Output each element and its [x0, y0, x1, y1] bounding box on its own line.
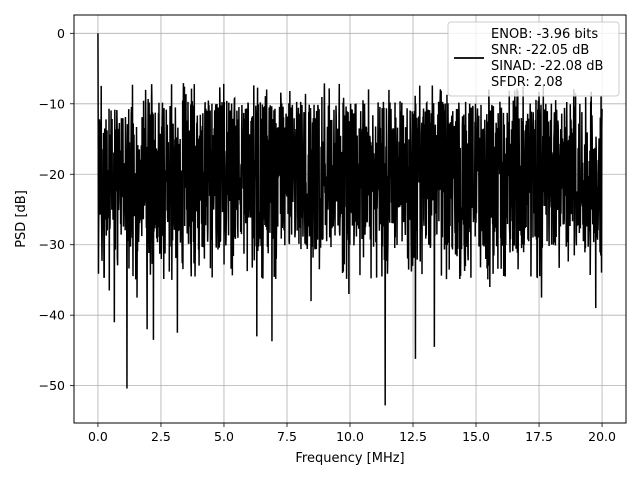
x-tick-label: 15.0	[462, 429, 490, 444]
x-tick-label: 0.0	[88, 429, 108, 444]
y-tick-label: 0	[57, 26, 65, 41]
x-tick-label: 7.5	[277, 429, 297, 444]
legend-box	[447, 21, 620, 97]
legend-line-sinad: SINAD: -22.08 dB	[491, 59, 603, 74]
x-tick-label: 12.5	[399, 429, 427, 444]
x-tick-label: 20.0	[588, 429, 616, 444]
y-axis-label: PSD [dB]	[14, 190, 29, 248]
x-tick-label: 2.5	[151, 429, 171, 444]
legend: ENOB: -3.96 bits SNR: -22.05 dB SINAD: -…	[447, 21, 620, 97]
x-axis-label: Frequency [MHz]	[295, 451, 404, 466]
y-tick-label: −30	[39, 237, 65, 252]
x-tick-label: 10.0	[336, 429, 364, 444]
x-tick-label: 17.5	[525, 429, 553, 444]
y-axis: 0 −10 −20 −30 −40 −50	[39, 26, 74, 393]
x-axis: 0.0 2.5 5.0 7.5 10.0 12.5 15.0 17.5 20.0	[88, 423, 616, 444]
y-tick-label: −20	[39, 167, 65, 182]
legend-line-enob: ENOB: -3.96 bits	[491, 27, 598, 42]
series-group	[97, 33, 603, 406]
y-tick-label: −50	[39, 378, 65, 393]
legend-line-snr: SNR: -22.05 dB	[491, 43, 589, 58]
legend-line-sfdr: SFDR: 2.08	[491, 75, 563, 90]
y-tick-label: −10	[39, 96, 65, 111]
y-tick-label: −40	[39, 308, 65, 323]
psd-series-line	[97, 33, 603, 406]
x-tick-label: 5.0	[214, 429, 234, 444]
